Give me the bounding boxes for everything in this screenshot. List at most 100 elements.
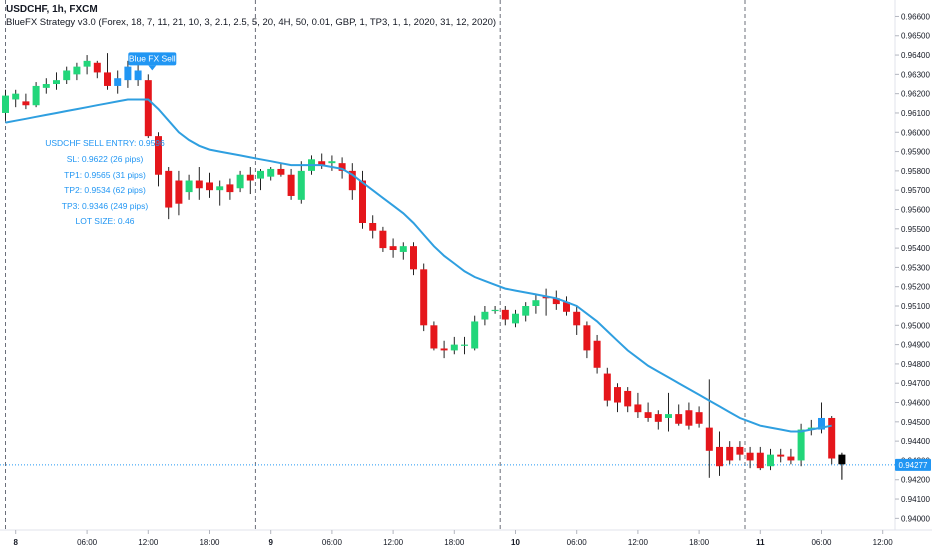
sell-signal-label: Blue FX Sell	[129, 53, 176, 63]
current-price-badge: 0.94277	[895, 458, 931, 471]
price-tick-label: 0.96200	[901, 90, 930, 99]
candle-body	[695, 412, 703, 424]
time-tick-label: 18:00	[199, 538, 220, 547]
axes	[0, 0, 932, 531]
price-tick-label: 0.95400	[901, 244, 930, 253]
ema-line	[5, 98, 832, 433]
candle-body	[736, 446, 744, 455]
price-tick-label: 0.96300	[901, 70, 930, 79]
price-tick-label: 0.96600	[901, 12, 930, 21]
candle-body	[206, 182, 213, 191]
price-tick-label: 0.96400	[901, 51, 930, 60]
candle-body	[716, 446, 723, 467]
time-tick-label: 11	[756, 538, 765, 547]
candle-body	[12, 93, 20, 100]
tp3-info: TP3: 0.9346 (249 pips)	[62, 201, 149, 211]
candle-body	[420, 269, 428, 326]
time-axis[interactable]: 8 06:00 12:00 18:00 9 06:00 12:00 18:00 10 06:00 1…	[13, 530, 893, 547]
candle-body	[450, 344, 458, 351]
candle-body	[175, 180, 183, 204]
candle-body	[318, 161, 326, 166]
candle-body	[573, 311, 581, 326]
candle-body	[155, 136, 162, 175]
price-tick-label: 0.95900	[901, 148, 930, 157]
candle-body	[532, 300, 540, 307]
candle-body	[461, 344, 468, 346]
candle-body	[634, 404, 642, 413]
candle-body	[257, 170, 264, 179]
time-tick-label: 06:00	[811, 538, 832, 547]
candle-body	[491, 309, 499, 312]
price-tick-label: 0.94900	[901, 341, 930, 350]
candle-body	[226, 184, 234, 193]
candle-body	[777, 454, 785, 457]
price-tick-label: 0.95000	[901, 321, 930, 330]
candle-body	[369, 222, 377, 231]
candle-body	[2, 95, 9, 113]
time-tick-label: 18:00	[689, 538, 710, 547]
sell-signal-pointer	[148, 65, 157, 71]
candle-body	[726, 446, 734, 461]
candle-body	[195, 180, 203, 189]
trade-info: USDCHF SELL ENTRY: 0.9596 SL: 0.9622 (26…	[45, 138, 165, 226]
time-tick-label: 12:00	[138, 538, 159, 547]
candle-body	[236, 174, 244, 189]
sell-signal-box	[128, 52, 177, 66]
candle-body	[32, 85, 40, 106]
time-tick-label: 06:00	[322, 538, 343, 547]
symbol-title: USDCHF, 1h, FXCM	[6, 4, 98, 15]
price-tick-label: 0.94700	[901, 379, 930, 388]
candle-body	[797, 429, 805, 461]
price-tick-label: 0.95200	[901, 283, 930, 292]
price-tick-label: 0.95600	[901, 205, 930, 214]
candle-body	[389, 246, 397, 251]
candle-body	[665, 414, 672, 418]
candle-body	[73, 66, 81, 75]
candle-body	[593, 340, 601, 368]
price-tick-label: 0.96000	[901, 128, 930, 137]
candle-body	[134, 70, 142, 81]
sell-signal-marker[interactable]: Blue FX Sell	[128, 52, 177, 71]
price-tick-label: 0.94500	[901, 418, 930, 427]
price-tick-label: 0.95500	[901, 225, 930, 234]
current-price-value: 0.94277	[899, 461, 928, 470]
candle-body	[767, 454, 774, 467]
candle-body	[654, 414, 662, 422]
price-tick-label: 0.95700	[901, 186, 930, 195]
candle-body	[818, 417, 825, 430]
tp1-info: TP1: 0.9565 (31 pips)	[64, 170, 146, 180]
candle-body	[359, 180, 366, 223]
candle-body	[328, 161, 336, 164]
stop-loss-info: SL: 0.9622 (26 pips)	[67, 154, 144, 164]
time-tick-label: 12:00	[873, 538, 894, 547]
candle-body	[644, 412, 652, 418]
candle-body	[787, 456, 795, 461]
candle-body	[399, 246, 407, 252]
candles	[2, 53, 846, 480]
candle-body	[675, 414, 683, 424]
candle-body	[471, 321, 479, 349]
price-tick-label: 0.95800	[901, 167, 930, 176]
candle-body	[63, 70, 71, 81]
candle-body	[828, 417, 836, 459]
price-axis[interactable]: 0.96600 0.96500 0.96400 0.96300 0.96200 0.961…	[895, 12, 930, 523]
candle-body	[705, 427, 713, 451]
candle-body	[563, 302, 570, 312]
candle-body	[93, 62, 101, 73]
candle-body	[746, 452, 754, 461]
candle-body	[348, 170, 356, 191]
time-tick-label: 9	[268, 538, 273, 547]
price-tick-label: 0.95100	[901, 302, 930, 311]
candle-body	[287, 174, 295, 196]
time-tick-label: 06:00	[77, 538, 98, 547]
price-tick-label: 0.94600	[901, 399, 930, 408]
candle-body	[267, 168, 275, 177]
candle-body	[440, 348, 448, 351]
strategy-legend: BlueFX Strategy v3.0 (Forex, 18, 7, 11, …	[6, 17, 497, 28]
tp2-info: TP2: 0.9534 (62 pips)	[64, 185, 146, 195]
candle-body	[104, 72, 111, 86]
candle-body	[185, 180, 193, 193]
price-tick-label: 0.94400	[901, 437, 930, 446]
lot-size-info: LOT SIZE: 0.46	[76, 216, 135, 226]
